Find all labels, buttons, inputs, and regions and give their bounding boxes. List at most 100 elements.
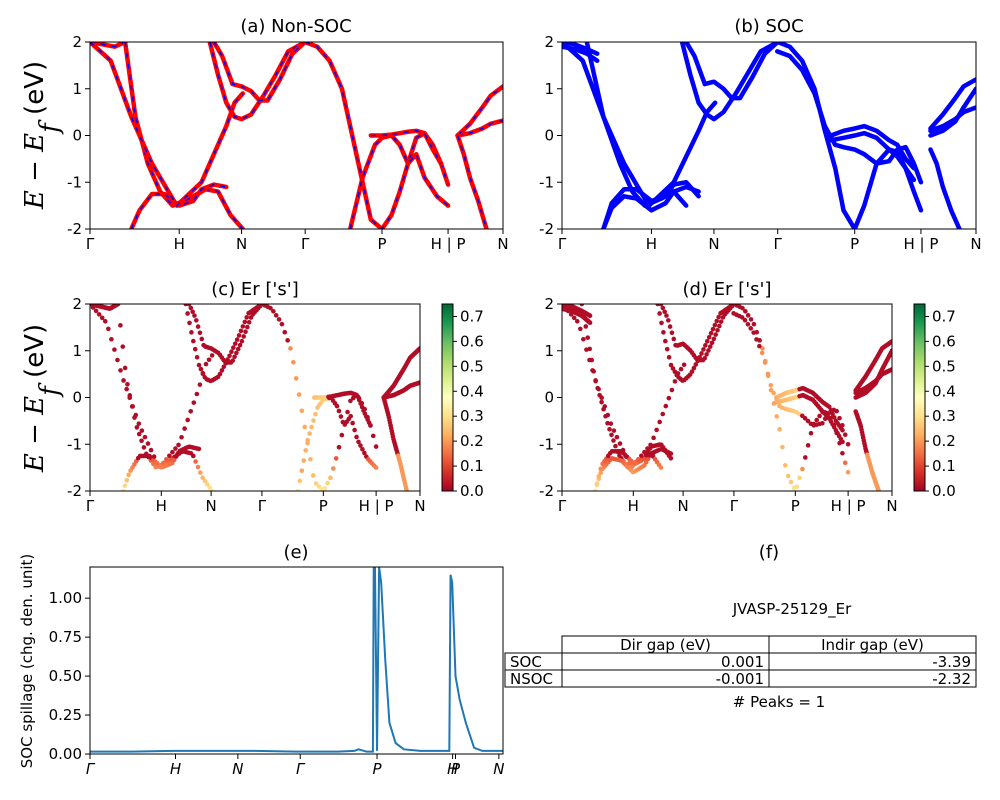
band-point	[817, 413, 822, 419]
band-point	[311, 418, 316, 423]
band-point	[154, 460, 160, 466]
band-point	[200, 370, 206, 376]
band-point	[693, 362, 699, 367]
colorbar-tick-label: 0.4	[460, 382, 484, 400]
y-tick-label: 2	[544, 295, 554, 313]
band-point	[197, 382, 203, 387]
colorbar-tick-label: 0.1	[460, 457, 484, 475]
colorbar-tick-label: 0.2	[932, 432, 956, 450]
band-point	[827, 404, 832, 410]
band-point	[118, 323, 123, 328]
band-point	[808, 430, 814, 436]
band-point	[96, 312, 102, 317]
band-point	[704, 338, 710, 344]
band-point	[182, 426, 187, 431]
band-point	[173, 454, 179, 459]
axes-frame	[561, 41, 977, 230]
band-point	[164, 457, 169, 462]
band-point	[691, 365, 697, 371]
band-point	[831, 415, 837, 420]
band-point	[126, 472, 131, 478]
spillage-line	[90, 567, 503, 753]
band-point	[636, 457, 641, 462]
band-point	[599, 395, 604, 401]
panel-f-title: (f)	[759, 542, 779, 563]
band-point	[122, 365, 128, 371]
band-point	[617, 441, 623, 446]
band-point	[356, 439, 361, 445]
band-point	[293, 376, 299, 381]
y-tick-label: 1	[544, 80, 554, 98]
peaks-count: # Peaks = 1	[733, 693, 825, 711]
band-point	[221, 364, 227, 370]
band-dash-5	[213, 42, 306, 102]
y-tick-label: -1	[67, 435, 82, 453]
band-point	[581, 336, 586, 342]
table-col-header: Dir gap (eV)	[620, 636, 711, 654]
band-point	[665, 318, 671, 323]
band-point	[194, 391, 200, 397]
band-point	[196, 446, 202, 452]
band-point	[578, 326, 583, 332]
band-point	[243, 329, 248, 335]
band-point	[339, 432, 345, 438]
y-tick-label: 2	[544, 33, 554, 51]
band-point	[668, 455, 674, 461]
band-point	[593, 378, 598, 383]
band-point	[202, 478, 208, 484]
band-point	[742, 317, 748, 323]
band-point	[148, 447, 154, 453]
band-point	[109, 336, 114, 342]
colorbar-tick-label: 0.7	[460, 307, 484, 325]
x-tick-label: P	[319, 497, 328, 515]
band-point	[348, 398, 353, 404]
x-tick-label: Γ	[86, 235, 95, 253]
band-point	[120, 488, 126, 491]
band-point	[188, 305, 194, 311]
band-point	[90, 304, 93, 307]
band-point	[145, 441, 151, 446]
band-line-5	[562, 42, 718, 208]
band-point	[780, 444, 785, 450]
axes-frame	[89, 41, 504, 230]
band-point	[599, 399, 604, 405]
band-point	[662, 309, 667, 315]
band-point	[805, 418, 811, 424]
band-point	[229, 349, 234, 355]
band-point	[200, 475, 205, 480]
band-point	[663, 403, 669, 409]
band-point	[667, 324, 673, 329]
band-point	[598, 466, 603, 472]
band-line-13	[928, 86, 976, 138]
band-point	[301, 458, 307, 463]
band-point	[840, 439, 845, 445]
band-point	[703, 343, 708, 348]
band-point	[268, 305, 273, 311]
band-point	[605, 412, 611, 418]
band-point	[678, 366, 684, 372]
x-tick-label: N	[236, 235, 247, 253]
band-point	[802, 416, 808, 421]
band-point	[325, 480, 330, 486]
band-point	[203, 361, 209, 367]
band-point	[282, 329, 288, 335]
band-point	[303, 448, 309, 453]
table-row-label: NSOC	[510, 670, 553, 688]
band-point	[571, 315, 577, 321]
band-point	[745, 313, 751, 318]
band-point	[669, 330, 675, 336]
band-point	[585, 335, 591, 340]
band-point	[574, 318, 580, 324]
band-point	[828, 408, 834, 413]
y-tick-label: 1.00	[49, 589, 82, 607]
x-tick-label: N	[708, 235, 719, 253]
band-point	[711, 336, 717, 342]
band-point	[689, 369, 695, 374]
band-point	[768, 382, 774, 388]
series-group	[562, 42, 976, 229]
band-point	[774, 414, 780, 419]
band-point	[745, 321, 751, 327]
x-tick-label: N	[205, 497, 216, 515]
band-point	[291, 359, 296, 365]
band-point	[238, 328, 244, 334]
